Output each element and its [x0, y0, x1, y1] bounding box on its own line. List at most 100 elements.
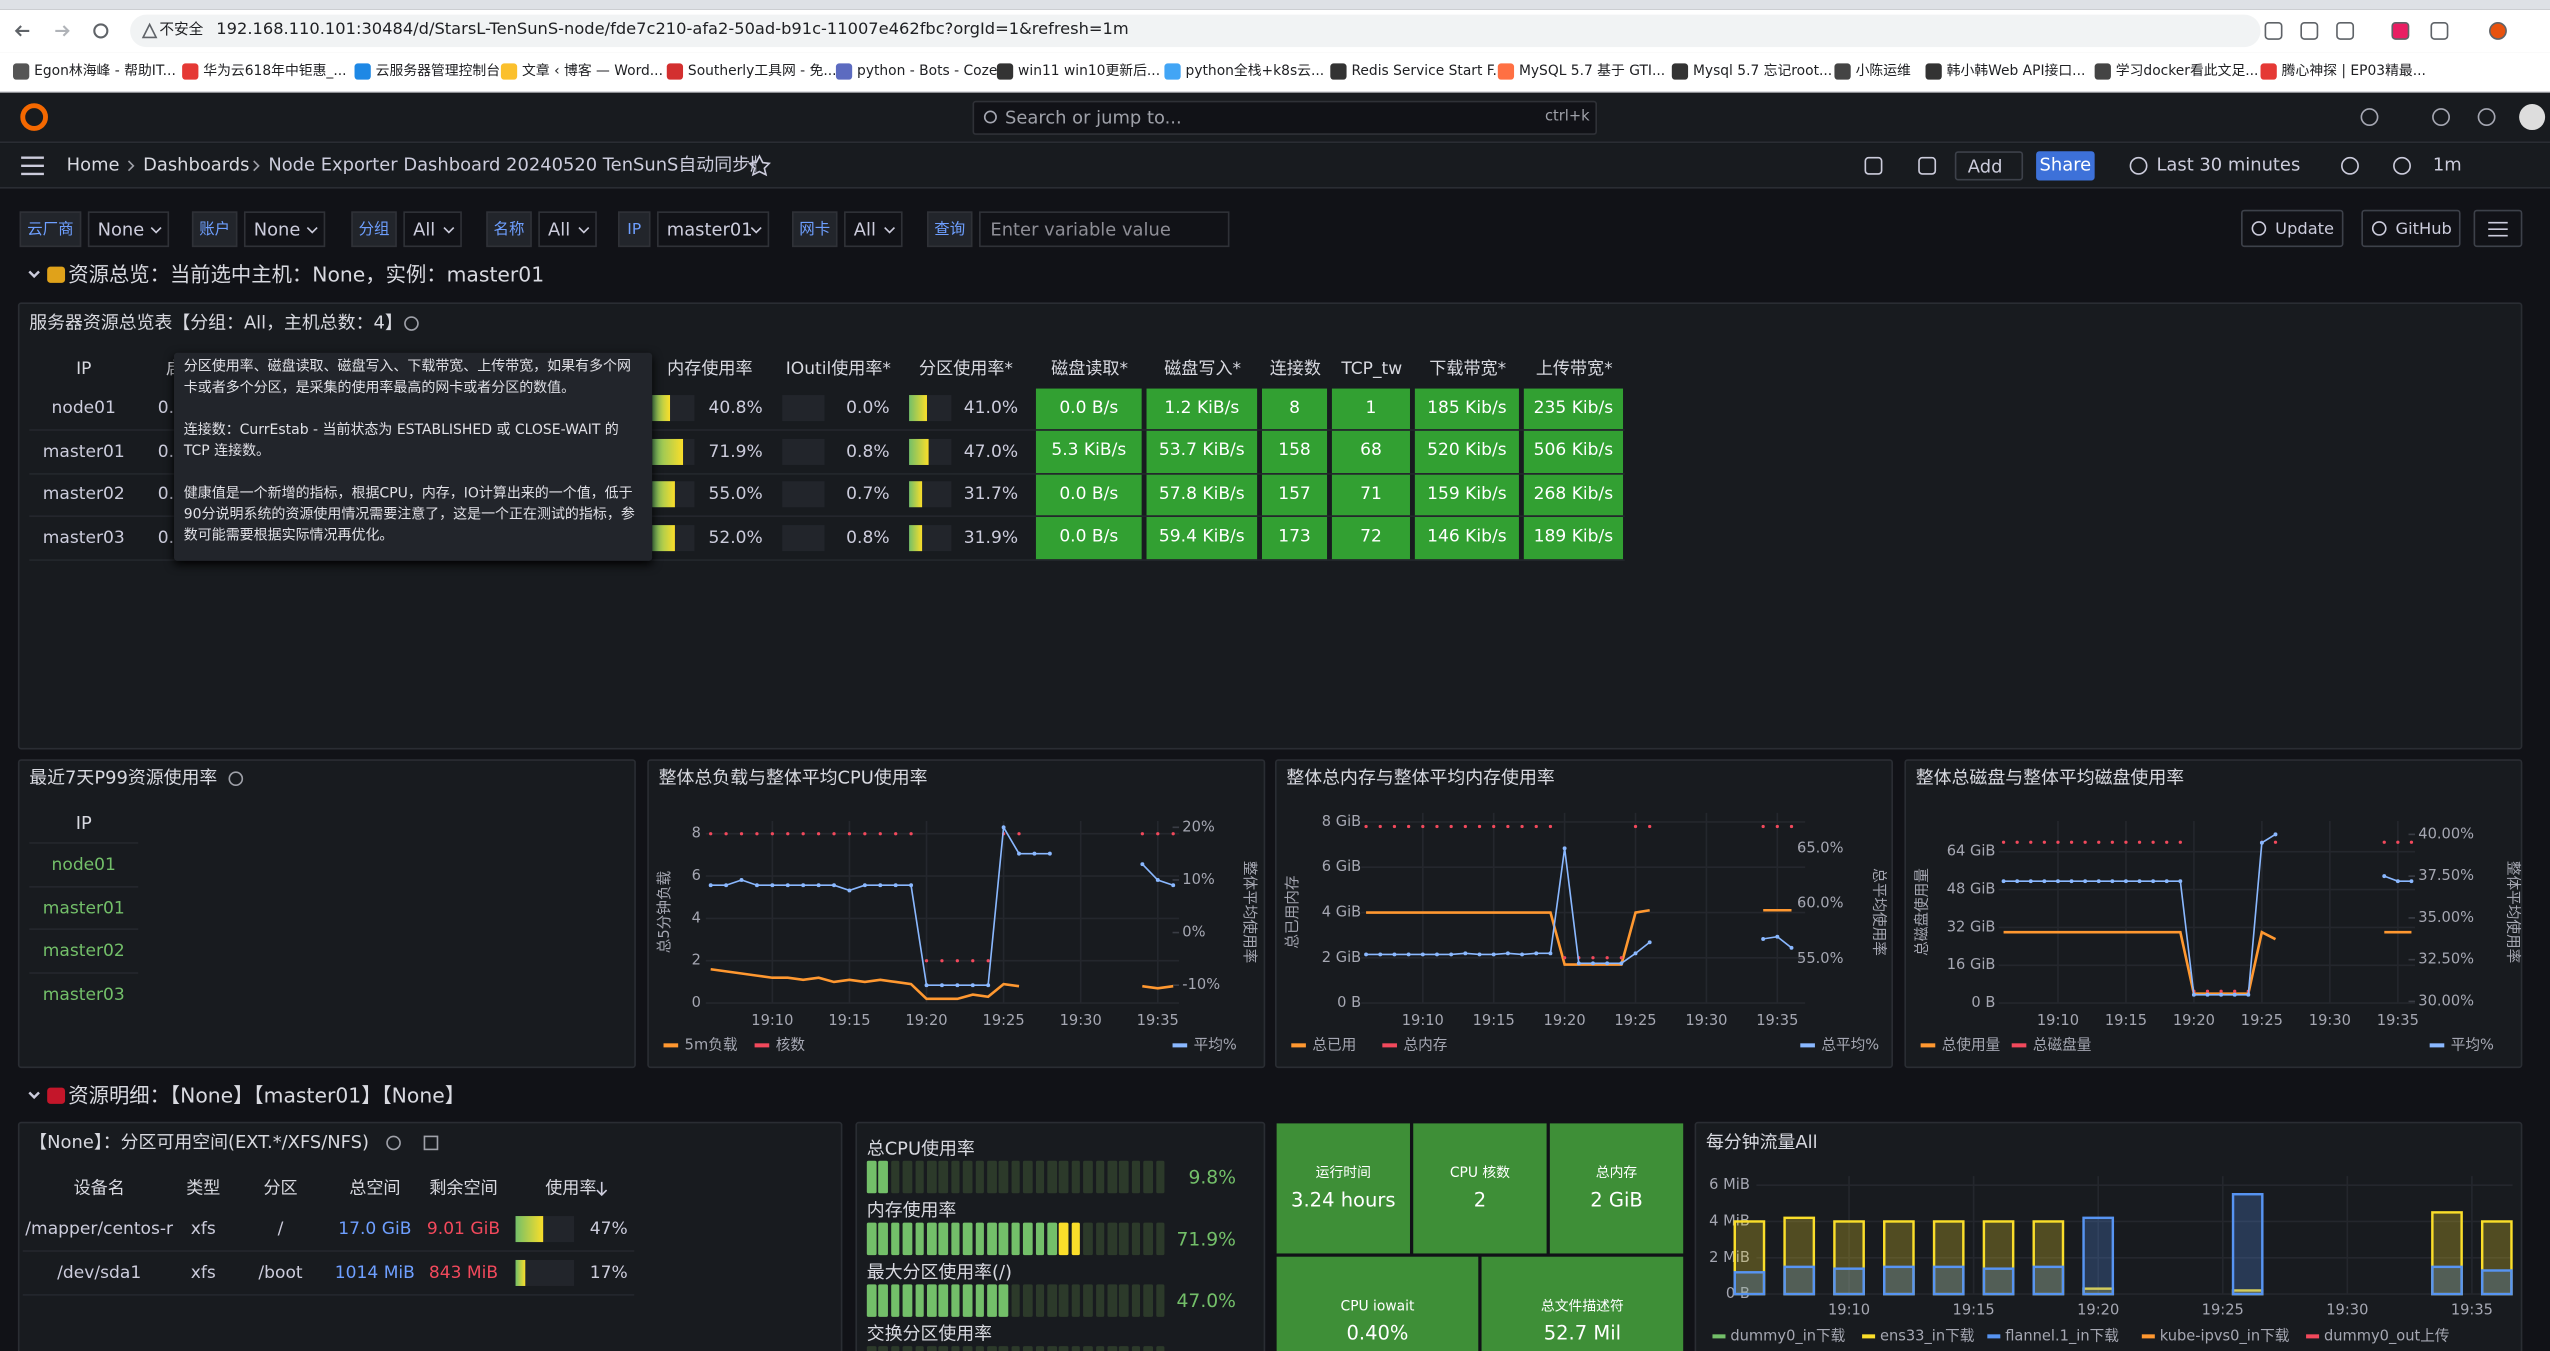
bookmark[interactable]: Mysql 5.7 忘记root...: [1692, 63, 1833, 80]
cell: 47%: [589, 1219, 628, 1239]
refresh-interval[interactable]: 1m: [2432, 154, 2462, 176]
cell[interactable]: master02: [29, 928, 139, 971]
cell: 71: [1331, 473, 1410, 516]
gauge-segment: [878, 1346, 888, 1351]
gauge-segment: [1131, 1284, 1141, 1317]
bookmark[interactable]: Redis Service Start F...: [1351, 63, 1506, 80]
column-header[interactable]: 类型: [186, 1178, 221, 1199]
variable-select[interactable]: None: [87, 211, 170, 248]
stat-label: CPU iowait: [1340, 1298, 1415, 1316]
gauge-segment: [963, 1222, 973, 1256]
row-title[interactable]: 资源明细：【None】【master01】【None】: [68, 1082, 466, 1108]
gauge-segment: [999, 1346, 1009, 1351]
tooltip-paragraph: 连接数：CurrEstab - 当前状态为 ESTABLISHED 或 CLOS…: [183, 422, 619, 461]
dashboard-link[interactable]: Update: [2241, 209, 2344, 248]
gauge-segment: [1131, 1346, 1141, 1351]
gauge-segment: [963, 1160, 973, 1194]
column-header[interactable]: 分区: [263, 1178, 298, 1199]
bookmark[interactable]: 学习docker看此文足...: [2115, 63, 2259, 80]
bookmark[interactable]: Southerly工具网 - 免...: [687, 63, 837, 80]
share-button[interactable]: Share: [2036, 151, 2095, 181]
variable-select[interactable]: All: [403, 211, 462, 248]
cell[interactable]: master03: [29, 971, 139, 1014]
breadcrumb[interactable]: Home: [66, 154, 120, 176]
variable-input[interactable]: Enter variable value: [979, 211, 1230, 248]
bookmark-icon: [1834, 63, 1851, 80]
cell: /mapper/centos-r: [25, 1219, 174, 1239]
gauge-track: [782, 481, 825, 508]
cell[interactable]: node01: [29, 842, 139, 885]
cell: 59.4 KiB/s: [1146, 516, 1258, 559]
bookmark[interactable]: 云服务器管理控制台: [375, 63, 501, 80]
add-button[interactable]: Add: [1954, 151, 2024, 181]
bookmark[interactable]: python全栈+k8s云...: [1185, 63, 1325, 80]
column-header[interactable]: 连接数: [1269, 359, 1321, 379]
column-header[interactable]: 内存使用率: [667, 359, 753, 379]
bookmark[interactable]: MySQL 5.7 基于 GTI...: [1518, 63, 1666, 80]
panel: [647, 759, 1266, 1069]
column-header[interactable]: 总空间: [349, 1178, 401, 1199]
bookmark[interactable]: python - Bots - Coze: [857, 63, 998, 80]
search-box[interactable]: [972, 100, 1598, 135]
row-title[interactable]: 资源总览：当前选中主机：None，实例：master01: [68, 261, 545, 287]
gauge-segment: [999, 1284, 1009, 1317]
column-header[interactable]: IOutil使用率*: [785, 359, 891, 379]
panel-title: 整体总磁盘与整体平均磁盘使用率: [1915, 767, 2185, 789]
cell: 40.8%: [708, 398, 763, 418]
column-header[interactable]: 磁盘写入*: [1164, 359, 1242, 379]
column-header[interactable]: IP: [76, 359, 92, 379]
dashboard-link[interactable]: GitHub: [2361, 209, 2461, 248]
cell: 506 Kib/s: [1523, 430, 1624, 473]
bookmark-icon: [13, 63, 30, 80]
gauge-value: 47.0%: [1176, 1289, 1236, 1312]
column-header[interactable]: 使用率: [545, 1178, 597, 1199]
row-divider: [22, 1293, 635, 1295]
breadcrumb[interactable]: Dashboards: [143, 154, 250, 176]
column-header: IP: [75, 812, 92, 835]
bookmark-icon: [1671, 63, 1689, 80]
gauge-segment: [1011, 1222, 1021, 1256]
column-header[interactable]: TCP_tw: [1341, 359, 1403, 379]
gauge-segment: [890, 1346, 900, 1351]
gauge-bar: [515, 1259, 526, 1286]
column-header[interactable]: 下载带宽*: [1429, 359, 1507, 379]
bookmark[interactable]: win11 win10更新后...: [1018, 63, 1161, 80]
variable-select[interactable]: None: [243, 211, 326, 248]
variable-select[interactable]: All: [538, 211, 597, 248]
bookmark[interactable]: 华为云618年中钜惠_...: [203, 63, 347, 80]
bookmark[interactable]: 腾心神探 | EP03精最...: [2281, 63, 2426, 80]
column-header[interactable]: 分区使用率*: [919, 359, 1013, 379]
column-header[interactable]: 剩余空间: [429, 1178, 498, 1199]
variable-select[interactable]: master01: [657, 211, 770, 248]
bookmark[interactable]: 小陈运维: [1855, 63, 1911, 80]
gauge-segment: [1047, 1346, 1057, 1351]
time-range[interactable]: Last 30 minutes: [2156, 154, 2301, 176]
column-header[interactable]: 设备名: [73, 1178, 125, 1199]
gauge-segment: [951, 1160, 961, 1194]
bookmark-icon: [2260, 63, 2277, 80]
gauge-segment: [890, 1222, 900, 1256]
gauge-segment: [902, 1284, 912, 1317]
bookmark[interactable]: Egon林海峰 - 帮助IT...: [34, 63, 176, 80]
gauge-segment: [975, 1160, 985, 1194]
dashboard-menu[interactable]: [2473, 209, 2523, 248]
column-header[interactable]: 上传带宽*: [1535, 359, 1613, 379]
cell: 31.7%: [963, 484, 1019, 504]
gauge-segment: [999, 1160, 1009, 1194]
cell[interactable]: master01: [29, 885, 139, 928]
variable-select[interactable]: All: [844, 211, 903, 248]
gauge-segment: [1023, 1160, 1033, 1194]
stat-tile: [1276, 1256, 1479, 1351]
cell: /dev/sda1: [57, 1262, 142, 1282]
cell: /: [277, 1219, 284, 1239]
cell: 235 Kib/s: [1523, 387, 1624, 430]
gauge-segment: [926, 1160, 937, 1194]
bookmark[interactable]: 文章 ‹ 博客 — Word...: [522, 63, 663, 80]
gauge-track: [782, 395, 825, 422]
cell: 157: [1261, 473, 1328, 516]
panel: [1694, 1121, 2523, 1351]
column-header[interactable]: 磁盘读取*: [1051, 359, 1129, 379]
gauge-segment: [878, 1222, 888, 1256]
bookmark[interactable]: 韩小韩Web API接口...: [1946, 63, 2086, 80]
gauge-bar: [652, 481, 676, 508]
